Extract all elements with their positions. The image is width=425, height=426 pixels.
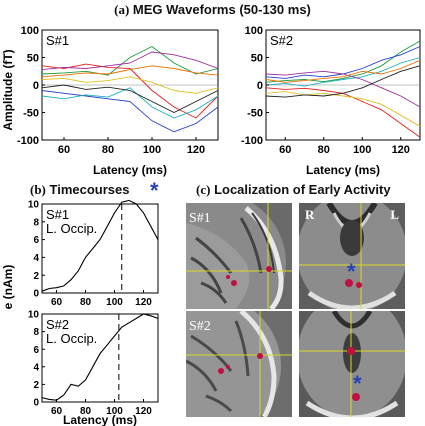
panel-a-label: (a) — [114, 2, 130, 17]
chart-3-ytick-label: 2 — [33, 380, 39, 391]
chart-0-xtick-label: 80 — [102, 144, 114, 156]
chart-3-series-0 — [41, 313, 159, 401]
chart-1-series-4 — [265, 57, 421, 87]
panel-b-label: (b) — [30, 182, 46, 197]
mri-s1-subject-label: S#1 — [189, 211, 211, 226]
chart-2-ytick-label: 2 — [33, 271, 39, 282]
chart-0-series-3 — [41, 76, 219, 94]
chart-1-ytick-label: 50 — [251, 52, 263, 64]
chart-3-subject-label: S#2 — [46, 317, 69, 332]
chart-2-ytick-label: 0 — [33, 289, 39, 300]
chart-1-xtick-label: 60 — [279, 144, 291, 156]
chart-3-xtick-label: 100 — [106, 406, 123, 417]
chart-0-series-0 — [41, 45, 219, 76]
chart-3-ytick-label: 6 — [33, 345, 39, 356]
mri-sagittal-s1: S#1 — [186, 203, 292, 309]
panel-c-label: (c) — [196, 182, 211, 197]
panel-c-title: Localization of Early Activity — [214, 182, 391, 197]
mri-s2-star-icon: * — [353, 371, 362, 396]
chart-3-ytick-label: 4 — [33, 362, 39, 373]
panel-b-star-icon: * — [150, 178, 159, 203]
chart-1-xtick-label: 120 — [392, 144, 410, 156]
chart-2-region-label: L. Occip. — [46, 221, 97, 236]
mri-sagittal-s2-image — [186, 311, 292, 417]
chart-0-ytick-label: 0 — [33, 80, 39, 92]
chart-2-ytick-label: 8 — [33, 217, 39, 228]
chart-2-frame — [41, 203, 159, 294]
panel-a-chart-s2: 60 80 100 120 100 50 0 -50 -100 Latency (ms) S#2 — [241, 25, 421, 177]
chart-0-xtick-label: 100 — [143, 144, 161, 156]
chart-0-ytick-label: 50 — [27, 52, 39, 64]
panel-c-header: (c) Localization of Early Activity — [196, 182, 391, 198]
chart-0-ylabel: Amplitude (fT) — [1, 49, 15, 130]
panel-b-chart-s2: 60 80 100 120 10 8 6 4 2 0 Latency (ms) S#2L. Occip… — [28, 310, 159, 426]
mri-axial-s1-image — [299, 203, 405, 309]
chart-1-xtick-label: 80 — [318, 144, 330, 156]
chart-1-xlabel: Latency (ms) — [306, 163, 380, 177]
mri-sagittal-s1-image — [186, 203, 292, 309]
mri-axial-s1: R L * — [299, 203, 405, 309]
mri-s1-star-icon: * — [347, 259, 356, 284]
chart-3-xtick-label: 60 — [51, 406, 63, 417]
chart-1-series-6 — [265, 65, 421, 98]
panel-b-chart-s1: 60 80 100 120 10 8 6 4 2 0 Amplitude (nAm) S#1L. Oc… — [1, 199, 159, 310]
mri-axial-s2: * — [299, 311, 405, 417]
chart-2-xtick-label: 60 — [51, 297, 63, 308]
chart-1-series-5 — [265, 70, 421, 108]
chart-2-xtick-label: 80 — [80, 297, 92, 308]
chart-0-xtick-label: 60 — [58, 144, 70, 156]
chart-0-ytick-label: 100 — [21, 25, 39, 37]
chart-3-ytick-label: 10 — [28, 310, 40, 321]
mri-s2-subject-label: S#2 — [189, 319, 211, 334]
chart-2-series-0 — [41, 199, 159, 292]
mri-axial-s2-image — [299, 311, 405, 417]
chart-1-xtick-label: 100 — [353, 144, 371, 156]
panel-b-title: Timecourses — [49, 182, 130, 197]
mri-sagittal-s2: S#2 — [186, 311, 292, 417]
chart-1-ytick-label: 0 — [257, 80, 263, 92]
chart-0-subject-label: S#1 — [46, 33, 69, 48]
chart-0-series-4 — [41, 87, 219, 119]
chart-3-xtick-label: 120 — [135, 406, 152, 417]
chart-2-xtick-label: 100 — [106, 297, 123, 308]
chart-2-ytick-label: 6 — [33, 235, 39, 246]
chart-2-ytick-label: 10 — [28, 200, 40, 211]
chart-1-subject-label: S#2 — [270, 33, 293, 48]
chart-0-ytick-label: -50 — [23, 107, 39, 119]
chart-0-series-5 — [41, 51, 219, 71]
chart-0-ytick-label: -100 — [17, 135, 39, 147]
chart-1-series-3 — [265, 91, 421, 127]
chart-0-series-7 — [41, 65, 219, 78]
chart-0-xlabel: Latency (ms) — [93, 163, 167, 177]
chart-0-series-6 — [41, 84, 219, 114]
panel-a-chart-s1: 60 80 100 120 100 50 0 -50 -100 Latency (ms) Ampli… — [1, 25, 219, 177]
chart-2-ylabel: Amplitude (nAm) — [1, 265, 15, 310]
chart-1-ytick-label: -100 — [241, 135, 263, 147]
chart-1-ytick-label: 100 — [245, 25, 263, 37]
chart-3-ytick-label: 8 — [33, 327, 39, 338]
panel-a-header: (a) MEG Waveforms (50-130 ms) — [0, 2, 425, 18]
chart-2-xtick-label: 120 — [135, 297, 152, 308]
chart-3-xtick-label: 80 — [80, 406, 92, 417]
chart-3-ytick-label: 0 — [33, 398, 39, 409]
chart-3-frame — [41, 313, 159, 403]
mri-right-marker: R — [305, 207, 315, 222]
panel-a-title: MEG Waveforms (50-130 ms) — [132, 2, 311, 17]
chart-0-series-2 — [41, 90, 219, 133]
chart-2-subject-label: S#1 — [46, 207, 69, 222]
chart-1-ytick-label: -50 — [247, 107, 263, 119]
chart-3-xlabel: Latency (ms) — [63, 413, 137, 426]
chart-1-series-7 — [265, 59, 421, 83]
chart-2-ytick-label: 4 — [33, 253, 39, 264]
chart-3-region-label: L. Occip. — [46, 331, 97, 346]
chart-0-series-1 — [41, 63, 219, 119]
mri-left-marker: L — [390, 207, 399, 222]
chart-0-xtick-label: 120 — [187, 144, 205, 156]
panel-b-header: (b) Timecourses — [30, 182, 129, 198]
